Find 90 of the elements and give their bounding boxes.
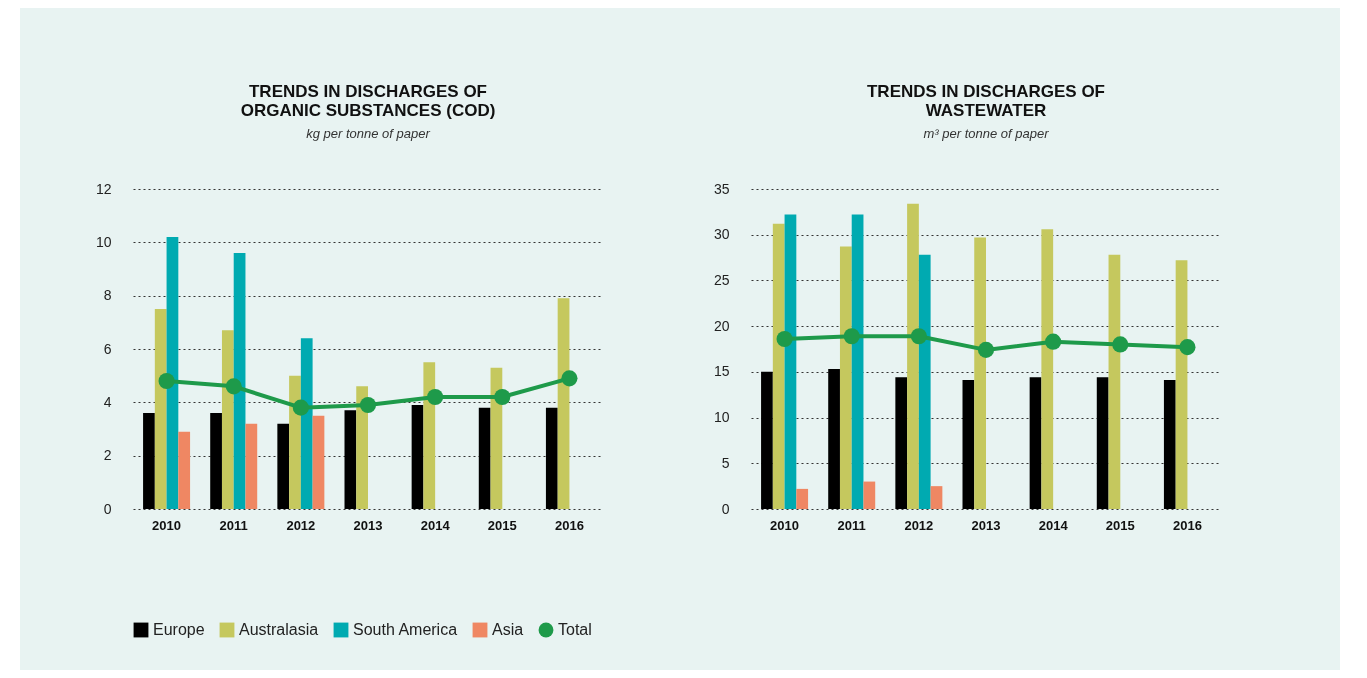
bar [154, 309, 167, 509]
y-tick-label: 20 [713, 317, 730, 334]
y-tick-label: 6 [103, 340, 112, 357]
x-tick-label: 2011 [837, 517, 866, 533]
bar [1108, 254, 1121, 509]
y-tick-label: 5 [721, 454, 730, 471]
point [843, 328, 860, 345]
bar [839, 246, 852, 509]
chart-subtitle: m³ per tonne of paper [923, 126, 1050, 141]
legend-label: Australasia [239, 621, 319, 638]
bar [300, 338, 313, 509]
legend-label: Europe [153, 621, 205, 638]
bar [930, 486, 943, 509]
point [977, 341, 995, 358]
x-tick-label: 2016 [1172, 517, 1202, 533]
point [1112, 336, 1129, 353]
bar [210, 413, 222, 509]
bar [895, 377, 908, 509]
bar [1041, 229, 1054, 509]
x-tick-label: 2012 [286, 517, 316, 533]
bar [356, 386, 368, 509]
point [910, 328, 927, 345]
legend-label: South America [353, 621, 458, 638]
point [427, 388, 444, 406]
bar [1175, 260, 1188, 509]
x-tick-label: 2015 [487, 517, 517, 533]
point [1045, 333, 1062, 350]
point [561, 370, 578, 387]
bar [851, 214, 864, 509]
point [359, 396, 377, 414]
legend-label: Asia [492, 621, 524, 638]
bar [545, 407, 558, 509]
y-tick-label: 35 [713, 180, 730, 197]
bar [221, 330, 234, 509]
bar [344, 410, 357, 509]
bar [974, 237, 986, 509]
bar [178, 431, 191, 509]
bar [423, 362, 436, 509]
x-tick-label: 2010 [770, 517, 800, 533]
bar [863, 481, 876, 509]
point [225, 378, 242, 395]
bar [772, 223, 785, 509]
point [158, 372, 175, 390]
bar [761, 371, 773, 509]
x-tick-label: 2014 [1038, 517, 1069, 533]
bar [166, 237, 179, 509]
x-tick-label: 2013 [353, 517, 383, 533]
y-tick-label: 25 [713, 271, 730, 288]
y-tick-label: 4 [103, 393, 112, 410]
point [494, 388, 511, 406]
chart-title: TRENDS IN DISCHARGES OF ORGANIC SUBSTANCES (COD) [240, 82, 496, 120]
bar [478, 407, 491, 509]
bar [784, 214, 797, 509]
bar [245, 423, 258, 509]
bar [1096, 377, 1109, 509]
bar [289, 375, 301, 509]
y-tick-label: 15 [713, 363, 730, 380]
bar [233, 253, 246, 509]
x-tick-label: 2016 [554, 517, 584, 533]
y-tick-label: 0 [721, 500, 730, 517]
bar [918, 254, 931, 509]
y-tick-label: 0 [103, 500, 112, 517]
point [1179, 339, 1196, 356]
y-tick-label: 10 [95, 233, 112, 250]
bar [796, 488, 809, 509]
bar [411, 405, 424, 509]
y-tick-label: 10 [713, 409, 730, 426]
y-tick-label: 30 [713, 226, 730, 243]
x-tick-label: 2014 [420, 517, 451, 533]
y-tick-label: 8 [103, 287, 112, 304]
legend-label: Total [558, 621, 592, 638]
y-tick-label: 2 [103, 447, 112, 464]
bar [1163, 380, 1176, 509]
x-tick-label: 2012 [904, 517, 934, 533]
chart-title: TRENDS IN DISCHARGES OF WASTEWATER [866, 82, 1106, 120]
x-tick-label: 2010 [152, 517, 182, 533]
point [292, 399, 309, 416]
bar [907, 203, 919, 509]
point [776, 330, 793, 347]
bar [312, 415, 325, 509]
x-tick-label: 2013 [971, 517, 1001, 533]
bar [962, 380, 975, 509]
x-tick-label: 2015 [1105, 517, 1135, 533]
bar [277, 423, 290, 509]
bar [1029, 377, 1042, 509]
chart-subtitle: kg per tonne of paper [306, 126, 431, 141]
x-tick-label: 2011 [219, 517, 248, 533]
y-tick-label: 12 [95, 180, 112, 197]
bar [143, 413, 155, 509]
bar [828, 369, 840, 509]
